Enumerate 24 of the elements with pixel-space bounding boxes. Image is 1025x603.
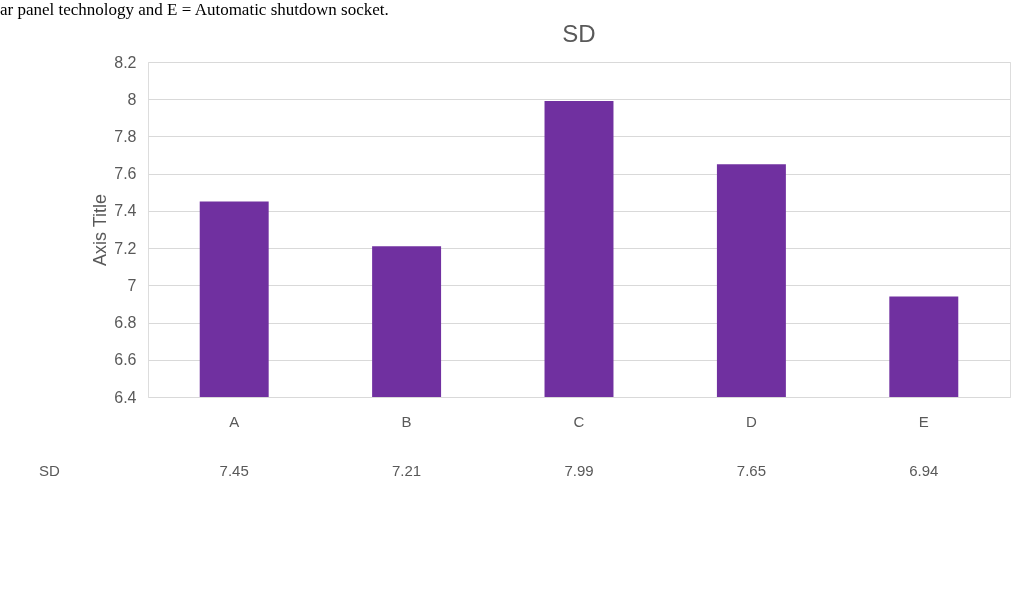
text: SD [39, 461, 60, 479]
x-tick-label: B [401, 412, 412, 430]
x-tick-label: E [918, 412, 929, 430]
x-tick-label: C [573, 412, 585, 430]
y-tick-label: 8.2 [114, 53, 137, 71]
x-tick-label: D [745, 412, 757, 430]
data-label: 7.45 [219, 461, 249, 479]
y-tick-label: 8 [127, 90, 137, 108]
data-label: 6.94 [909, 461, 939, 479]
data-label: 7.99 [564, 461, 594, 479]
text: ar panel technology and E = Automatic shutdown socket. [0, 0, 389, 19]
y-tick-label: 7.6 [114, 165, 137, 183]
y-tick-label: 6.8 [114, 314, 137, 332]
y-tick-label: 7.2 [114, 239, 137, 257]
data-label: 7.21 [392, 461, 422, 479]
y-tick-label: 7.4 [114, 202, 137, 220]
y-tick-label: 6.4 [114, 388, 137, 406]
chart-title: SD [562, 20, 596, 47]
y-axis-title: Axis Title [90, 193, 111, 267]
data-label: 7.65 [736, 461, 766, 479]
y-tick-label: 7 [127, 276, 137, 294]
x-tick-label: A [229, 412, 240, 430]
y-tick-label: 7.8 [114, 127, 137, 145]
y-tick-label: 6.6 [114, 351, 137, 369]
